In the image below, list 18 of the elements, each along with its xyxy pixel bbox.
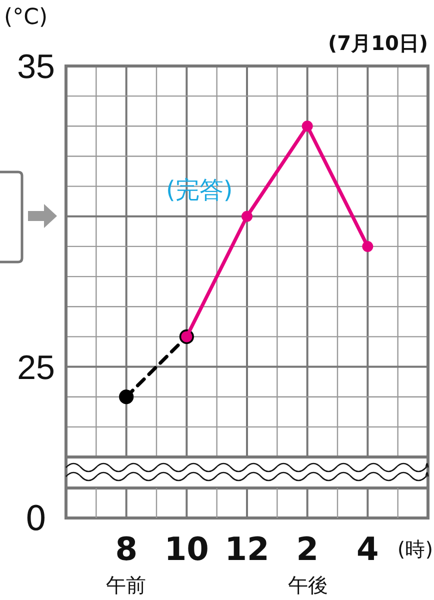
text: 午後 xyxy=(288,573,328,597)
x-tick-label: 2 xyxy=(296,530,318,568)
y-tick-label: 35 xyxy=(17,48,55,86)
annotation: (完答) xyxy=(166,176,233,204)
text: (°C) xyxy=(4,5,48,30)
point xyxy=(302,120,313,132)
x-tick-label: 10 xyxy=(164,530,209,568)
x-axis-title: (時) xyxy=(397,537,433,561)
point xyxy=(242,210,252,222)
x-tick-label: 12 xyxy=(224,530,270,568)
point xyxy=(119,390,134,404)
x-tick-label: 8 xyxy=(115,530,138,568)
text: 午前 xyxy=(106,573,146,597)
chart-title: (7月10日) xyxy=(328,31,428,55)
text: 0 xyxy=(25,499,47,539)
point xyxy=(362,240,374,252)
x-tick-label: 4 xyxy=(356,530,379,568)
y-tick-label: 25 xyxy=(17,348,55,387)
